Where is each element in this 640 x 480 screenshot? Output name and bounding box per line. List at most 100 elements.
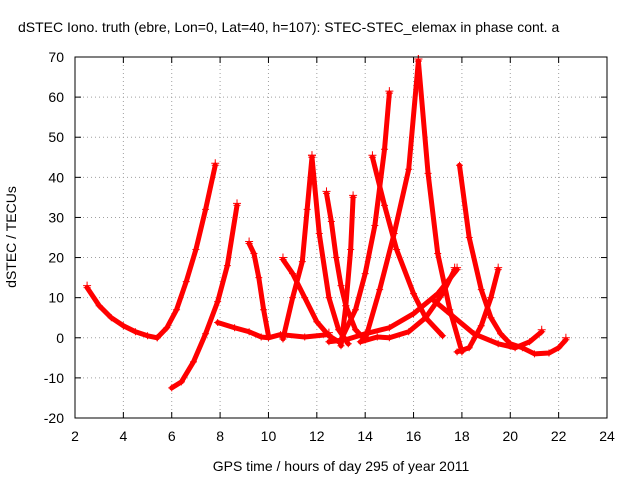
- endpoint-marker: [83, 281, 92, 290]
- chart-title: dSTEC Iono. truth (ebre, Lon=0, Lat=40, …: [18, 19, 559, 35]
- data-point: [393, 246, 401, 254]
- y-tick-label: 30: [48, 209, 64, 225]
- data-point: [107, 314, 115, 322]
- x-tick-label: 6: [168, 428, 176, 444]
- x-axis-label: GPS time / hours of day 295 of year 2011: [213, 458, 470, 474]
- data-point: [373, 333, 381, 341]
- x-tick-label: 8: [216, 428, 224, 444]
- data-point: [325, 294, 333, 302]
- y-tick-label: 50: [48, 129, 64, 145]
- data-point: [315, 229, 323, 237]
- data-point: [530, 350, 538, 358]
- data-point: [477, 322, 485, 330]
- data-point: [385, 334, 393, 342]
- data-point: [303, 205, 311, 213]
- data-point: [439, 332, 447, 340]
- data-point: [260, 306, 268, 314]
- endpoint-marker: [494, 263, 503, 272]
- endpoint-marker: [322, 187, 331, 196]
- data-point: [429, 296, 437, 304]
- series-arc: [455, 161, 570, 358]
- data-point: [385, 324, 393, 332]
- data-point: [214, 298, 222, 306]
- data-point: [390, 229, 398, 237]
- data-point: [371, 221, 379, 229]
- y-tick-label: 60: [48, 89, 64, 105]
- x-tick-label: 20: [502, 428, 518, 444]
- data-point: [289, 270, 297, 278]
- data-point: [352, 326, 360, 334]
- data-point: [434, 250, 442, 258]
- data-point: [453, 348, 461, 356]
- series-arc: [168, 199, 242, 392]
- ticks: 2 4 6 8 10 12 14 16 18 20 22 24-20-1001020304050607…: [44, 49, 615, 444]
- data-point: [455, 161, 463, 169]
- data-point: [192, 246, 200, 254]
- data-point: [202, 205, 210, 213]
- x-tick-label: 2: [71, 428, 79, 444]
- data-point: [422, 314, 430, 322]
- data-point: [250, 250, 258, 258]
- data-point: [95, 302, 103, 310]
- endpoint-marker: [307, 151, 316, 160]
- data-point: [119, 322, 127, 330]
- y-tick-label: 10: [48, 290, 64, 306]
- data-point: [497, 330, 505, 338]
- data-point: [153, 334, 161, 342]
- data-point: [202, 330, 210, 338]
- data-point: [439, 290, 447, 298]
- data-point: [424, 169, 432, 177]
- x-tick-label: 10: [261, 428, 277, 444]
- series-arc: [368, 151, 447, 340]
- series-arc: [245, 237, 272, 340]
- endpoint-marker: [561, 333, 570, 342]
- x-tick-label: 4: [119, 428, 127, 444]
- data-point: [189, 358, 197, 366]
- series-layer: [83, 55, 570, 392]
- data-point: [487, 294, 495, 302]
- data-point: [470, 330, 478, 338]
- series-line: [215, 320, 332, 341]
- data-point: [356, 338, 364, 346]
- endpoint-marker: [349, 191, 358, 200]
- data-point: [245, 328, 253, 336]
- y-tick-label: 40: [48, 169, 64, 185]
- data-point: [289, 294, 297, 302]
- data-point: [214, 319, 222, 327]
- endpoint-marker: [211, 159, 220, 168]
- data-point: [494, 340, 502, 348]
- x-tick-label: 24: [599, 428, 615, 444]
- data-point: [545, 349, 553, 357]
- data-point: [381, 201, 389, 209]
- data-point: [173, 306, 181, 314]
- data-point: [465, 234, 473, 241]
- y-tick-label: -20: [44, 410, 64, 426]
- data-point: [301, 294, 309, 302]
- endpoint-marker: [368, 151, 377, 160]
- data-point: [255, 274, 263, 282]
- data-point: [465, 344, 473, 352]
- data-point: [410, 290, 418, 298]
- endpoint-marker: [450, 263, 459, 272]
- endpoint-marker: [414, 55, 423, 64]
- data-point: [298, 258, 306, 266]
- series-arc: [322, 187, 369, 344]
- data-point: [168, 384, 176, 392]
- endpoint-marker: [278, 253, 287, 262]
- x-tick-label: 18: [454, 428, 470, 444]
- series-line: [338, 90, 392, 343]
- data-point: [342, 302, 350, 310]
- y-tick-label: -10: [44, 370, 64, 386]
- series-line: [280, 257, 342, 345]
- data-point: [337, 282, 345, 290]
- data-point: [555, 344, 563, 352]
- data-point: [347, 246, 355, 254]
- data-point: [526, 338, 534, 346]
- endpoint-marker: [233, 199, 242, 208]
- series-arc: [278, 253, 343, 346]
- series-line: [369, 154, 446, 339]
- series-line: [338, 194, 356, 349]
- data-point: [231, 324, 239, 332]
- data-point: [327, 217, 335, 225]
